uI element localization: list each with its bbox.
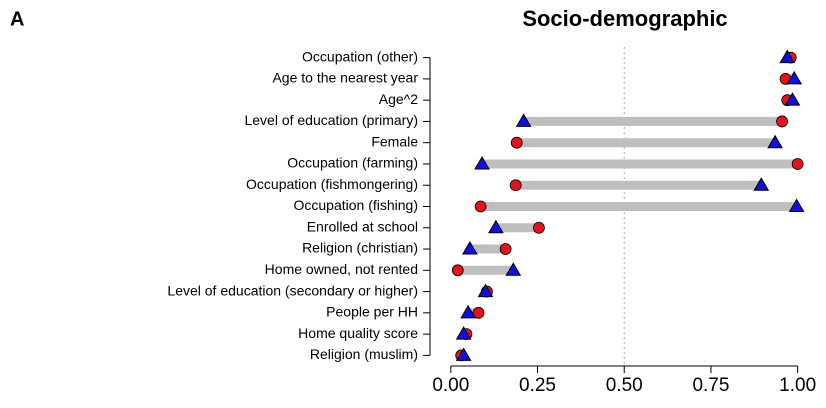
- triangle-marker: [462, 241, 478, 255]
- triangle-marker: [455, 347, 472, 361]
- y-tick-label: Age^2: [379, 91, 418, 107]
- circle-marker: [451, 264, 464, 277]
- triangle-marker: [784, 92, 801, 106]
- y-tick-label: Occupation (fishing): [293, 197, 418, 213]
- triangle-marker: [488, 219, 504, 234]
- y-tick-label: Age to the nearest year: [272, 70, 418, 86]
- panel-label: A: [10, 8, 24, 30]
- triangle-marker: [779, 49, 796, 64]
- y-tick-label: Home owned, not rented: [265, 261, 418, 277]
- circle-marker: [776, 115, 788, 128]
- triangle-marker: [515, 113, 532, 127]
- y-tick-label: Occupation (farming): [287, 155, 418, 171]
- y-tick-label: Level of education (secondary or higher): [167, 282, 418, 298]
- circle-marker: [791, 158, 804, 170]
- chart-title: Socio-demographic: [522, 6, 727, 31]
- circle-marker: [533, 221, 545, 234]
- triangle-marker: [455, 326, 472, 340]
- triangle-marker: [788, 198, 805, 212]
- triangle-marker: [767, 134, 783, 149]
- triangle-marker: [474, 155, 490, 170]
- x-tick-label: 0.75: [692, 375, 729, 396]
- triangle-marker: [786, 70, 803, 85]
- y-tick-label: Religion (muslim): [310, 346, 418, 362]
- triangle-marker: [460, 304, 477, 319]
- circle-marker: [474, 200, 487, 213]
- circle-marker: [499, 243, 512, 255]
- circle-marker: [510, 136, 523, 149]
- x-tick-label: 0.25: [519, 375, 556, 396]
- triangle-marker: [505, 262, 522, 276]
- y-tick-label: Home quality score: [298, 325, 418, 341]
- y-tick-label: People per HH: [326, 304, 418, 320]
- y-tick-label: Level of education (primary): [244, 112, 418, 128]
- x-tick-label: 0.50: [606, 375, 643, 396]
- triangle-marker: [477, 283, 494, 298]
- y-tick-label: Occupation (fishmongering): [246, 176, 418, 192]
- x-tick-label: 1.00: [779, 375, 816, 396]
- x-tick-label: 0.00: [432, 375, 469, 396]
- y-tick-label: Enrolled at school: [307, 218, 418, 234]
- y-tick-label: Occupation (other): [302, 48, 418, 64]
- y-tick-label: Religion (christian): [302, 240, 418, 256]
- circle-marker: [509, 179, 522, 192]
- y-tick-label: Female: [371, 133, 418, 149]
- triangle-marker: [753, 177, 770, 191]
- circle-marker: [472, 306, 485, 319]
